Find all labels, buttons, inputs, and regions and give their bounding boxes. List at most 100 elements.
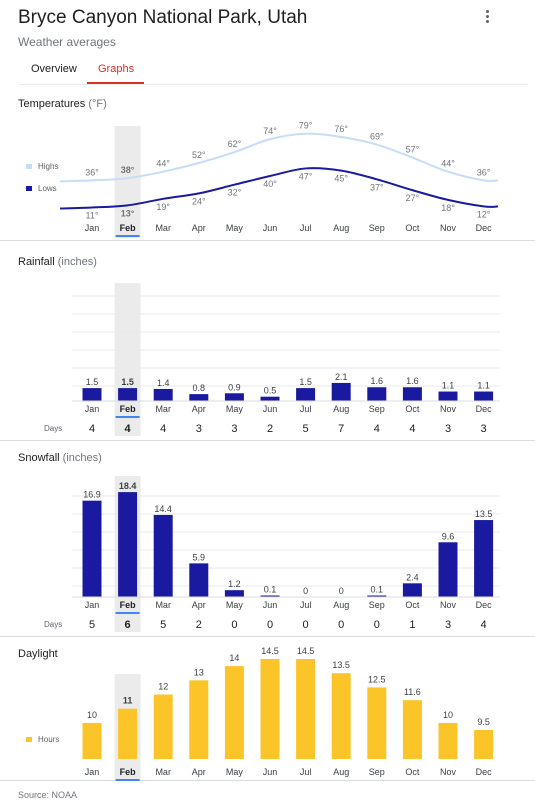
lows-data-label: 40° [263,179,277,189]
lows-data-label: 12° [477,209,491,219]
tab-graphs[interactable]: Graphs [98,63,135,75]
temperatures-month-label: Aug [333,223,349,233]
highs-data-label: 62° [228,139,242,149]
daylight-month-label: Jun [263,767,278,777]
highs-data-label: 74° [263,126,277,136]
rainfall-value-label: 0.9 [228,382,241,392]
snowfall-bar [82,500,102,597]
snowfall-days-value: 6 [125,619,131,631]
snowfall-days-value: 1 [409,619,415,631]
snowfall-bar [260,595,280,597]
temperatures-month-label: Dec [476,223,493,233]
daylight-month-label: Jan [85,767,100,777]
selected-month-underline [115,416,140,418]
lows-data-label: 18° [441,203,455,213]
rainfall-value-label: 1.5 [299,377,312,387]
source-note: Source: NOAA [18,790,78,800]
rainfall-days-value: 3 [481,423,487,435]
snowfall-value-label: 1.2 [228,579,241,589]
lows-data-label: 13° [121,208,135,218]
daylight-bar [260,659,280,759]
lows-data-label: 11° [86,211,99,221]
daylight-month-label: Sep [369,767,385,777]
snowfall-month-label: Nov [440,600,457,610]
daylight-value-label: 11 [123,696,133,706]
daylight-bar [331,673,351,759]
rainfall-days-value: 3 [445,423,451,435]
lows-legend-label: Lows [38,184,57,193]
daylight-month-label: Jul [300,767,312,777]
rainfall-bar [118,388,138,401]
rainfall-month-label: Mar [155,404,171,414]
rainfall-bar [331,382,351,401]
rainfall-bar [296,388,316,401]
lows-data-label: 47° [299,171,313,181]
rainfall-month-label: Sep [369,404,385,414]
lows-data-label: 37° [370,182,384,192]
snowfall-days-value: 0 [338,619,344,631]
snowfall-days-label: Days [44,620,62,629]
daylight-bar [118,708,138,759]
rainfall-month-label: Aug [333,404,349,414]
daylight-value-label: 13 [194,667,204,677]
snowfall-month-label: Oct [405,600,420,610]
highs-line [59,132,499,183]
snowfall-month-label: Sep [369,600,385,610]
rainfall-days-value: 4 [89,423,95,435]
snowfall-value-label: 14.4 [154,504,172,514]
snowfall-title: Snowfall (inches) [18,452,102,464]
daylight-value-label: 12.5 [368,674,386,684]
daylight-bar [82,722,102,759]
highs-data-label: 52° [192,150,206,160]
rainfall-bar [438,391,458,401]
rainfall-value-label: 1.1 [477,381,490,391]
selected-month-underline [115,779,140,781]
temperatures-month-label: Jul [300,223,312,233]
daylight-bar [402,700,422,759]
highs-data-label: 44° [441,159,455,169]
daylight-bar [438,722,458,759]
temperatures-unit: (°F) [88,98,107,110]
daylight-value-label: 10 [87,710,97,720]
tab-bar: Overview Graphs [18,55,528,85]
rainfall-month-label: Apr [192,404,206,414]
tab-overview[interactable]: Overview [31,63,77,75]
rainfall-bar [260,396,280,401]
highs-data-label: 44° [156,159,170,169]
selected-month-underline [115,235,140,237]
rainfall-days-value: 2 [267,423,273,435]
section-divider [0,780,535,781]
rainfall-value-label: 0.5 [264,386,277,396]
more-options-icon[interactable] [480,8,494,28]
snowfall-bar [118,492,138,597]
temperatures-month-label: Oct [405,223,420,233]
selected-month-highlight [114,283,141,436]
rainfall-days-value: 3 [231,423,237,435]
rainfall-value-label: 1.4 [157,378,170,388]
highs-data-label: 57° [406,145,420,155]
snowfall-days-value: 5 [89,619,95,631]
daylight-month-label: May [226,767,244,777]
rainfall-title: Rainfall (inches) [18,256,97,268]
rainfall-days-value: 4 [160,423,166,435]
lows-legend-swatch [26,186,32,191]
active-tab-indicator [87,82,144,84]
snowfall-days-value: 0 [231,619,237,631]
snowfall-month-label: Jul [300,600,312,610]
daylight-value-label: 14.5 [297,646,315,656]
daylight-title: Daylight [18,648,58,660]
lows-data-label: 19° [156,202,170,212]
snowfall-value-label: 0.1 [371,585,384,595]
temperatures-month-label: Mar [155,223,171,233]
rainfall-value-label: 1.5 [86,377,99,387]
selected-month-highlight [114,126,141,238]
snowfall-value-label: 13.5 [475,509,493,519]
highs-legend-swatch [26,164,32,169]
hours-legend-swatch [26,737,32,742]
daylight-bar [474,730,494,759]
daylight-bar [153,694,173,759]
snowfall-value-label: 0 [339,586,344,596]
daylight-value-label: 12 [158,682,168,692]
snowfall-value-label: 0.1 [264,585,277,595]
